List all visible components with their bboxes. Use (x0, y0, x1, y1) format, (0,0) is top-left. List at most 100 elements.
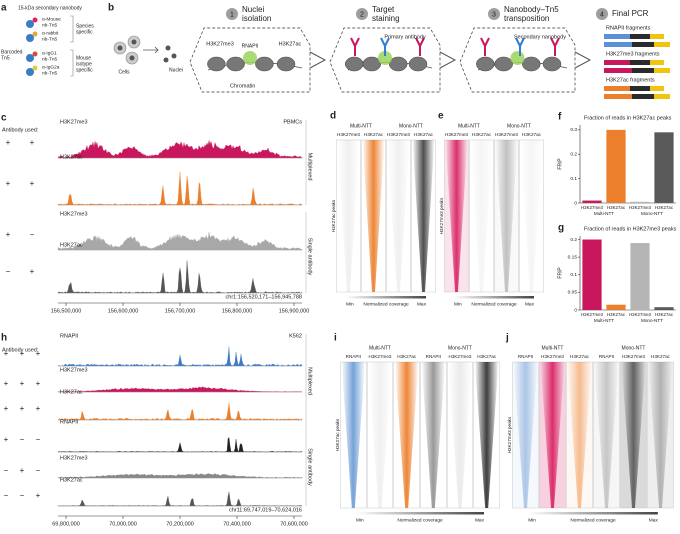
track-label: RNAPII (60, 333, 79, 339)
heatmap-signal (520, 140, 543, 292)
step-label: Nuclei (242, 5, 264, 14)
track-label: H3K27ac (60, 477, 83, 483)
y-tick-label: 0.15 (568, 254, 578, 260)
panel-label: h (1, 333, 7, 344)
nucleosome (542, 56, 562, 72)
group-label: Multiplexed (307, 153, 313, 181)
label: specific (76, 29, 93, 35)
coverage-track (57, 346, 303, 367)
step-badge (488, 8, 500, 20)
heatmap-signal (513, 362, 538, 508)
rnapii (510, 51, 525, 65)
nucleosome (476, 56, 495, 72)
group-label: Multi-NTT (542, 345, 564, 351)
fragment (630, 60, 650, 65)
group-label: Mono-NTT (641, 318, 663, 323)
label: Tn5 (1, 55, 10, 61)
y-tick-label: 0 (574, 200, 577, 206)
heatmap-signal (362, 140, 385, 292)
label: Normalized coverage (471, 301, 517, 307)
x-tick-label: H3K27me3 (629, 312, 652, 317)
column-label: H3K27ac (477, 354, 497, 359)
nucleosome (408, 56, 428, 72)
label: nb-Tn5 (42, 36, 58, 42)
label: PBMCs (283, 119, 302, 125)
antibody-sign: + (20, 466, 25, 475)
group-label: Mono-NTT (641, 211, 663, 216)
label: Max (649, 517, 659, 523)
row-label: H3K27ac peaks (331, 199, 336, 232)
column-label: H3K27ac (651, 354, 671, 359)
nucleosome (388, 56, 408, 72)
label: specific (76, 67, 93, 73)
label: Antibody used: (2, 127, 39, 133)
fragment (632, 94, 654, 99)
label: Min (356, 517, 364, 523)
y-tick-label: 0 (574, 307, 577, 313)
track-label: H3K27ac (60, 389, 83, 395)
step-label: Target (372, 5, 395, 14)
y-tick-label: 0.2 (570, 237, 577, 243)
row-label: H3K27ac peaks (335, 418, 340, 451)
fragment (654, 68, 670, 73)
antibody-sign: + (20, 349, 25, 358)
x-tick-label: 70,200,000 (166, 521, 194, 527)
panel-label: i (334, 333, 337, 344)
column-label: H3K27me3 (337, 132, 360, 137)
heatmap-signal (474, 362, 499, 508)
label: α-IgG2a (42, 64, 60, 70)
coverage-track (57, 386, 303, 393)
nanobody-icon (32, 65, 38, 71)
bracket (70, 49, 74, 77)
nucleus (165, 45, 171, 51)
antibody-sign: − (30, 230, 35, 239)
label: α-IgG1 (42, 50, 57, 56)
y-tick-label: 0.1 (570, 176, 577, 182)
x-tick-label: 156,600,000 (108, 308, 139, 314)
antibody-sign: + (36, 379, 41, 388)
coverage-track (57, 402, 303, 421)
label: H3K27ac (279, 41, 302, 47)
antibody (380, 37, 390, 56)
bar (582, 200, 602, 203)
x-tick-label: H3K27ac (655, 312, 674, 317)
antibody-sign: + (36, 404, 41, 413)
label: chr1:156,520,171–156,945,788 (226, 294, 302, 300)
nucleus-outline (329, 27, 441, 93)
fragment (604, 60, 630, 65)
antibody-sign: − (20, 435, 25, 444)
coverage-track (57, 260, 303, 294)
y-axis-label: FRiP (557, 158, 563, 170)
label: H3K27me3 (206, 41, 234, 47)
step-badge (226, 8, 238, 20)
antibody-sign: + (4, 379, 9, 388)
label: Min (528, 517, 536, 523)
group-label: Mono-NTT (507, 123, 531, 129)
label: RNAPII fragments (606, 25, 651, 31)
nucleus-outline (189, 27, 311, 93)
antibody (550, 37, 560, 56)
label: Max (475, 517, 485, 523)
fragment (604, 42, 632, 47)
panel-label: a (1, 3, 7, 14)
nanobody-icon (32, 17, 38, 23)
nucleus (171, 53, 177, 59)
label: Primary antibody (384, 34, 426, 40)
antibody-sign: + (30, 138, 35, 147)
color-scale (346, 296, 426, 299)
arrow (143, 46, 159, 54)
column-label: H3K27ac (397, 354, 417, 359)
group-label: Mono-NTT (622, 345, 646, 351)
heatmap-signal (387, 140, 410, 292)
step-number: 3 (492, 11, 496, 18)
nucleosome (522, 56, 541, 72)
bar (654, 132, 674, 203)
fragment (604, 94, 632, 99)
heatmap-signal (448, 362, 472, 508)
antibody-sign: + (36, 349, 41, 358)
fragment (604, 34, 630, 39)
group-label: Multi-NTT (458, 123, 480, 129)
coverage-track (57, 437, 303, 453)
heatmap-signal (540, 362, 565, 508)
